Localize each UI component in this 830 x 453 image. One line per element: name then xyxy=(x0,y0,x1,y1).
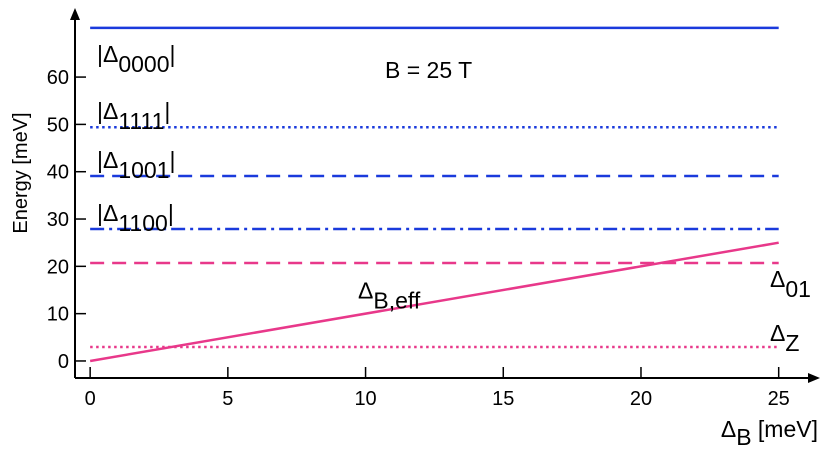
series-label-prefix: |Δ xyxy=(97,200,118,226)
x-axis-arrow xyxy=(808,373,820,383)
series-label-sub: 1111 xyxy=(118,108,164,134)
x-axis-label-suffix: [meV] xyxy=(752,416,818,442)
y-tick-label: 20 xyxy=(47,256,69,278)
series-label: |Δ1111| xyxy=(97,98,170,134)
series-label: |Δ1100| xyxy=(97,200,174,236)
series-label: |Δ0000| xyxy=(97,41,176,77)
x-axis-label-main: Δ xyxy=(721,416,736,442)
series-label-sub: Z xyxy=(785,330,799,356)
series-label: |Δ1001| xyxy=(97,147,176,183)
series-label-sub: B,eff xyxy=(373,287,420,313)
series-label-sub: 01 xyxy=(785,276,811,302)
y-axis-label: Energy [meV] xyxy=(10,112,32,233)
y-tick-label: 50 xyxy=(47,114,69,136)
y-tick-label: 60 xyxy=(47,67,69,89)
series-label-sub: 0000 xyxy=(118,51,169,77)
series-line xyxy=(89,241,779,363)
series-label-suffix: | xyxy=(164,98,170,124)
x-tick-label: 5 xyxy=(222,388,233,410)
x-tick-label: 20 xyxy=(630,388,652,410)
y-tick-label: 10 xyxy=(47,304,69,326)
y-tick-label: 0 xyxy=(58,351,69,373)
y-tick-label: 30 xyxy=(47,209,69,231)
series-label-prefix: |Δ xyxy=(97,147,118,173)
series-label-suffix: | xyxy=(168,200,174,226)
x-tick-label: 10 xyxy=(354,388,376,410)
series-label-prefix: Δ xyxy=(770,266,785,292)
x-tick-label: 25 xyxy=(768,388,790,410)
annotation: B = 25 T xyxy=(385,57,472,83)
series-label: ΔZ xyxy=(770,320,799,356)
y-axis-arrow xyxy=(70,8,80,20)
series-label: Δ01 xyxy=(770,266,811,302)
x-tick-label: 0 xyxy=(85,388,96,410)
series-label-suffix: | xyxy=(170,41,176,67)
series-label-prefix: Δ xyxy=(770,320,785,346)
series-label-suffix: | xyxy=(170,147,176,173)
series-label-sub: 1100 xyxy=(118,210,167,236)
x-tick-label: 15 xyxy=(492,388,514,410)
series-label-prefix: Δ xyxy=(358,277,373,303)
series-label-sub: 1001 xyxy=(118,157,169,183)
series-label-prefix: |Δ xyxy=(97,98,118,124)
x-axis-label-sub: B xyxy=(736,424,751,450)
x-axis-label: ΔB [meV] xyxy=(721,416,818,450)
series-label: ΔB,eff xyxy=(358,277,421,313)
series-label-prefix: |Δ xyxy=(97,41,118,67)
y-tick-label: 40 xyxy=(47,162,69,184)
